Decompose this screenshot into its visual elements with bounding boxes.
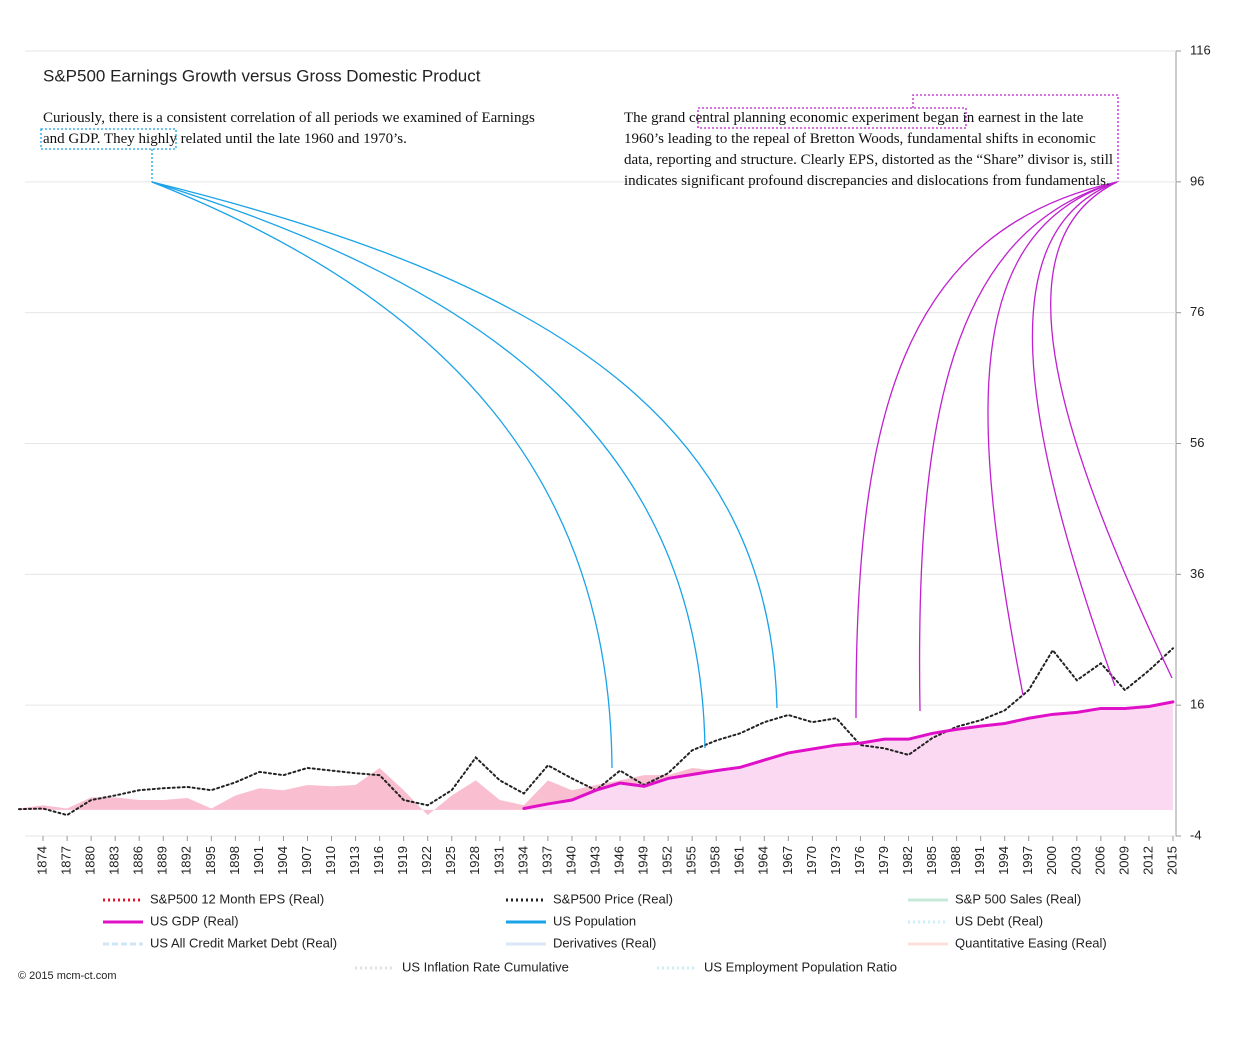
legend-label: US Debt (Real) xyxy=(955,913,1043,928)
y-tick-label: 16 xyxy=(1190,697,1204,712)
y-tick-label: 56 xyxy=(1190,435,1204,450)
legend-label: US Employment Population Ratio xyxy=(704,959,897,974)
line xyxy=(522,700,1175,811)
legend-label: US All Credit Market Debt (Real) xyxy=(150,935,337,950)
x-tick-label: 1994 xyxy=(996,846,1011,875)
arrow xyxy=(918,181,1118,712)
arrow xyxy=(151,181,613,769)
annotation: Curiously, there is a consistent correla… xyxy=(43,110,535,147)
arrow xyxy=(1050,181,1173,679)
x-tick-label: 1955 xyxy=(684,846,699,875)
y-tick-label: 76 xyxy=(1190,304,1204,319)
arrow xyxy=(987,181,1118,696)
x-tick-label: 1919 xyxy=(395,846,410,875)
legend-label: S&P500 12 Month EPS (Real) xyxy=(150,891,324,906)
x-tick-label: 1943 xyxy=(587,846,602,875)
x-tick-label: 1961 xyxy=(732,846,747,875)
x-tick-label: 1967 xyxy=(780,846,795,875)
x-tick-label: 1895 xyxy=(203,846,218,875)
x-tick-label: 1991 xyxy=(972,846,987,875)
arrow xyxy=(855,181,1118,719)
x-tick-label: 1937 xyxy=(539,846,554,875)
arrow xyxy=(1031,181,1118,687)
x-tick-label: 2015 xyxy=(1164,846,1179,875)
x-tick-label: 1952 xyxy=(660,846,675,875)
x-tick-label: 2003 xyxy=(1068,846,1083,875)
x-tick-label: 1901 xyxy=(251,846,266,875)
x-tick-label: 2000 xyxy=(1044,846,1059,875)
arrow xyxy=(151,181,706,749)
x-tick-label: 1916 xyxy=(371,846,386,875)
x-tick-label: 1883 xyxy=(107,846,122,875)
x-tick-label: 1904 xyxy=(275,846,290,875)
x-tick-label: 1958 xyxy=(708,846,723,875)
arrows xyxy=(40,94,1173,769)
legend-label: S&P 500 Sales (Real) xyxy=(955,891,1081,906)
x-tick-label: 1979 xyxy=(876,846,891,875)
x-tick-label: 1934 xyxy=(515,846,530,875)
y-tick-label: 36 xyxy=(1190,566,1204,581)
highlight-box xyxy=(697,107,967,129)
x-tick-label: 1976 xyxy=(852,846,867,875)
x-tick-label: 1889 xyxy=(155,846,170,875)
y-tick-label: -4 xyxy=(1190,827,1202,842)
footer: © 2015 mcm-ct.com xyxy=(18,970,117,982)
x-tick-label: 1892 xyxy=(179,846,194,875)
x-tick-label: 1946 xyxy=(611,846,626,875)
highlight-box xyxy=(40,128,177,150)
x-tick-label: 1997 xyxy=(1020,846,1035,875)
x-tick-label: 1970 xyxy=(804,846,819,875)
legend-label: Derivatives (Real) xyxy=(553,935,656,950)
chart-title: S&P500 Earnings Growth versus Gross Dome… xyxy=(43,66,481,85)
y-tick-label: 116 xyxy=(1190,42,1211,57)
x-tick-label: 2012 xyxy=(1140,846,1155,875)
legend-label: US Population xyxy=(553,913,636,928)
area xyxy=(523,701,1173,810)
x-tick-label: 1931 xyxy=(491,846,506,875)
x-tick-label: 1877 xyxy=(59,846,74,875)
x-tick-label: 2009 xyxy=(1116,846,1131,875)
legend-label: Quantitative Easing (Real) xyxy=(955,935,1107,950)
x-tick-label: 1880 xyxy=(83,846,98,875)
legend-label: US GDP (Real) xyxy=(150,913,239,928)
legend-label: S&P500 Price (Real) xyxy=(553,891,673,906)
x-tick-label: 1907 xyxy=(299,846,314,875)
x-tick-label: 1985 xyxy=(924,846,939,875)
x-tick-label: 1964 xyxy=(756,846,771,875)
connector xyxy=(912,94,1119,182)
x-tick-label: 1898 xyxy=(227,846,242,875)
x-tick-label: 1982 xyxy=(900,846,915,875)
x-tick-label: 1925 xyxy=(443,846,458,875)
x-tick-label: 1940 xyxy=(563,846,578,875)
x-tick-label: 2006 xyxy=(1092,846,1107,875)
y-tick-label: 96 xyxy=(1190,173,1204,188)
x-tick-label: 1973 xyxy=(828,846,843,875)
legend-label: US Inflation Rate Cumulative xyxy=(402,959,569,974)
x-tick-label: 1988 xyxy=(948,846,963,875)
arrow xyxy=(151,181,778,709)
x-tick-label: 1886 xyxy=(131,846,146,875)
x-tick-label: 1910 xyxy=(323,846,338,875)
x-tick-label: 1928 xyxy=(467,846,482,875)
x-tick-label: 1913 xyxy=(347,846,362,875)
annotation: The grand central planning economic expe… xyxy=(624,110,1114,189)
x-tick-label: 1922 xyxy=(419,846,434,875)
x-tick-label: 1874 xyxy=(34,846,49,875)
x-tick-label: 1949 xyxy=(636,846,651,875)
